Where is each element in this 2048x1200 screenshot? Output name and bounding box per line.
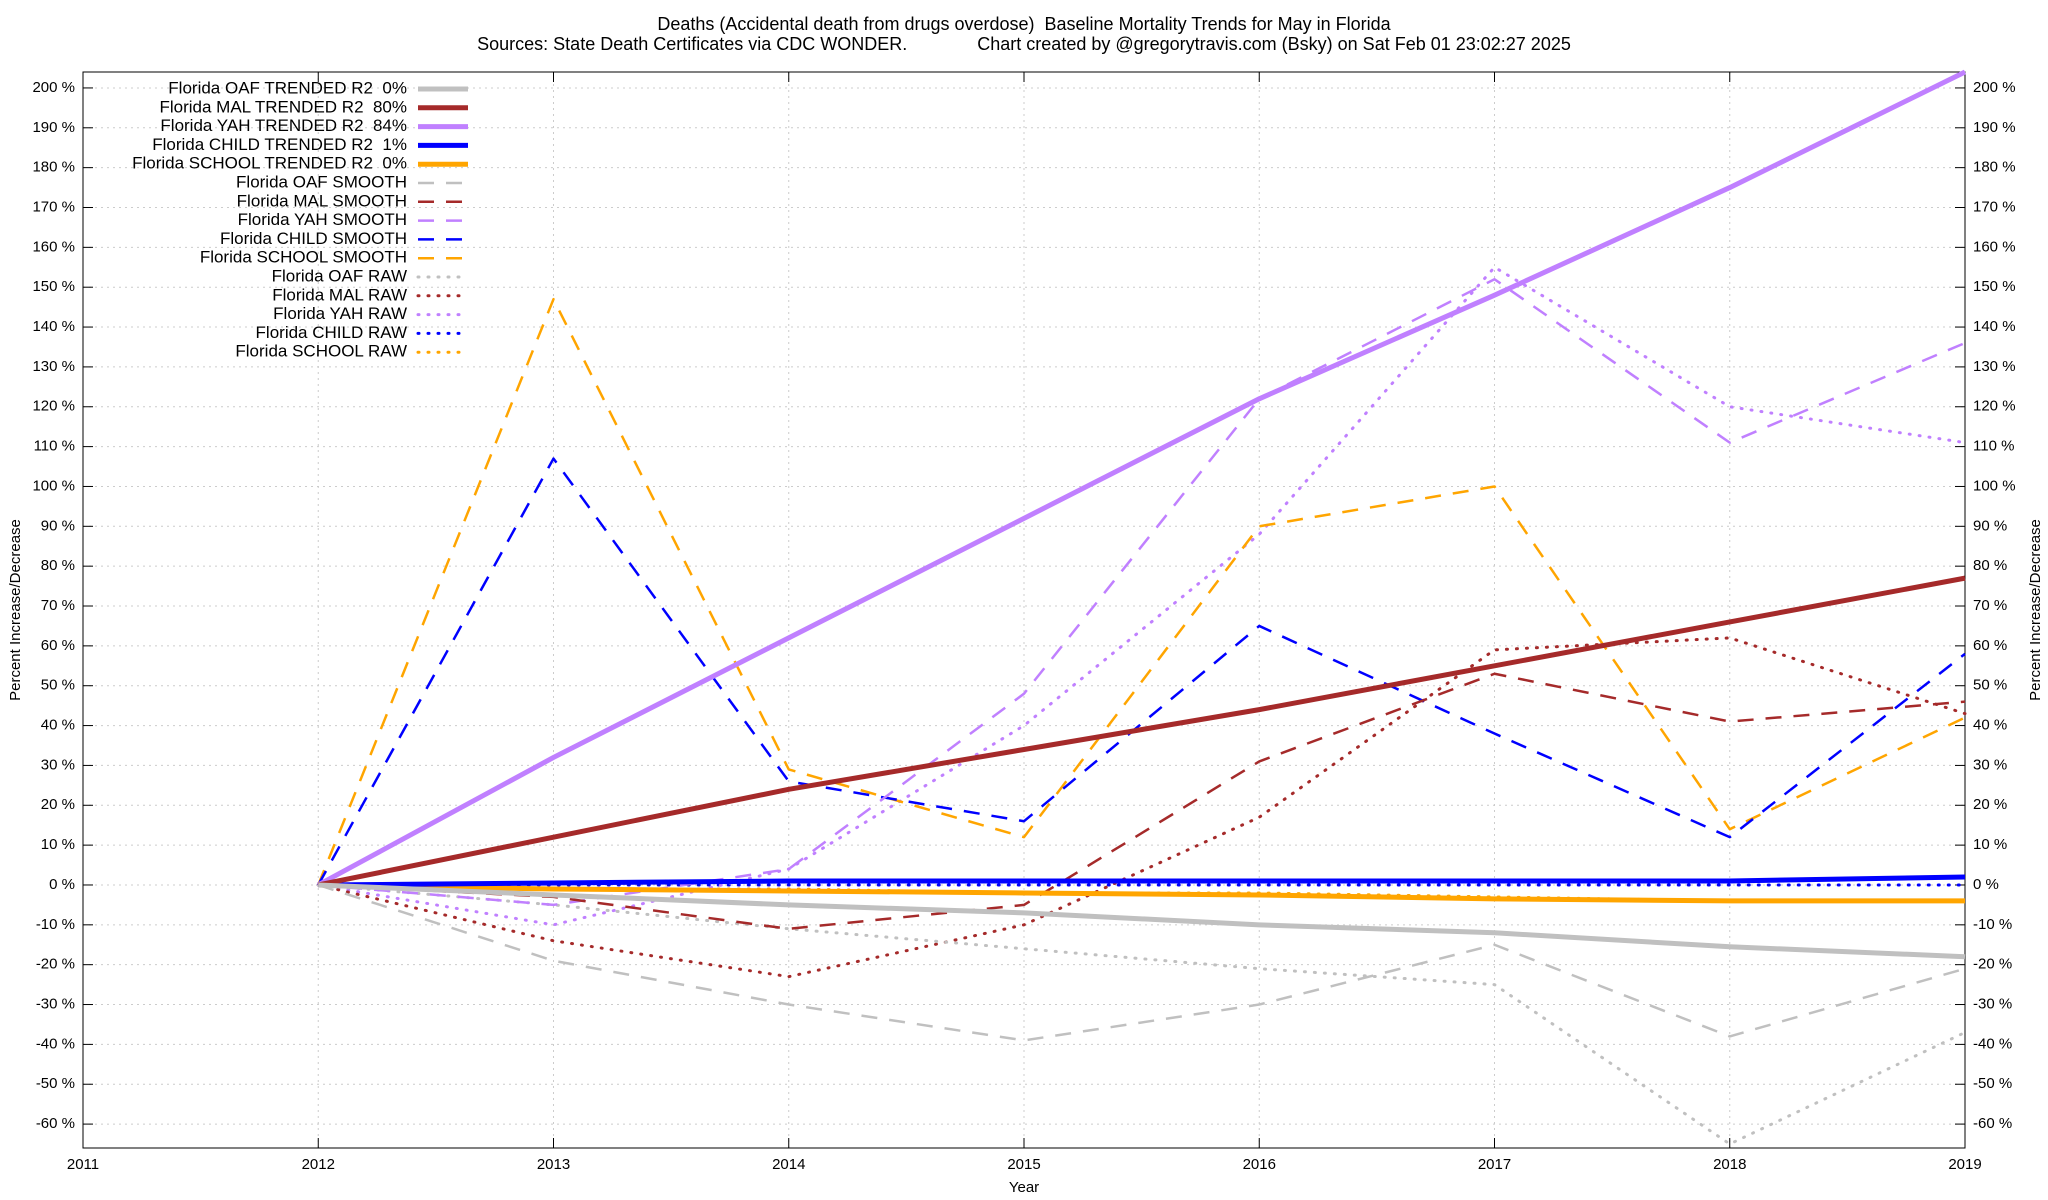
- y-tick-label: 110 %: [34, 438, 75, 455]
- y2-tick-label: 20 %: [1973, 796, 2007, 813]
- legend-label: Florida YAH SMOOTH: [238, 210, 407, 229]
- y-tick-label: -40 %: [36, 1035, 75, 1052]
- y2-tick-label: 120 %: [1973, 398, 2016, 415]
- y2-tick-label: 0 %: [1973, 876, 1999, 893]
- series-line: [318, 672, 1966, 931]
- series-line: [318, 882, 1966, 960]
- x-tick-label: 2017: [1478, 1156, 1511, 1173]
- x-tick-label: 2014: [772, 1156, 805, 1173]
- series-line: [318, 277, 1966, 907]
- y-tick-label: 120 %: [32, 398, 75, 415]
- series-line: [317, 575, 1966, 888]
- y2-tick-label: -10 %: [1973, 916, 2012, 933]
- y-tick-label: -10 %: [36, 916, 75, 933]
- y-tick-label: 60 %: [41, 637, 75, 654]
- y2-tick-label: 170 %: [1973, 198, 2016, 215]
- y-tick-label: 130 %: [32, 358, 75, 375]
- y-tick-label: 190 %: [32, 119, 75, 136]
- y2-tick-label: -50 %: [1973, 1075, 2012, 1092]
- y-tick-label: 90 %: [41, 517, 75, 534]
- x-tick-label: 2016: [1243, 1156, 1276, 1173]
- legend-label: Florida OAF SMOOTH: [236, 172, 407, 191]
- y2-tick-label: 60 %: [1973, 637, 2007, 654]
- series-line: [316, 636, 1967, 979]
- y2-tick-label: 200 %: [1973, 79, 2016, 96]
- y2-tick-label: 10 %: [1973, 836, 2007, 853]
- legend-label: Florida OAF RAW: [272, 266, 407, 285]
- series-line: [318, 882, 1965, 904]
- legend-label: Florida MAL TRENDED R2 80%: [159, 97, 407, 116]
- y2-tick-label: 40 %: [1973, 717, 2007, 734]
- legend-label: Florida MAL RAW: [272, 285, 407, 304]
- y2-tick-label: 180 %: [1973, 159, 2016, 176]
- x-tick-label: 2019: [1948, 1156, 1981, 1173]
- y2-tick-label: 100 %: [1973, 477, 2016, 494]
- y-tick-label: 20 %: [41, 796, 75, 813]
- y2-tick-label: 110 %: [1973, 438, 2014, 455]
- x-tick-label: 2013: [537, 1156, 570, 1173]
- y-tick-label: 200 %: [32, 79, 75, 96]
- y-tick-label: 100 %: [32, 477, 75, 494]
- y-tick-label: 80 %: [41, 557, 75, 574]
- y2-tick-label: -20 %: [1973, 956, 2012, 973]
- y-tick-label: -60 %: [36, 1115, 75, 1132]
- y2-tick-label: 90 %: [1973, 517, 2007, 534]
- y2-tick-label: 130 %: [1973, 358, 2016, 375]
- y-tick-label: 170 %: [32, 198, 75, 215]
- series-line: [317, 69, 1967, 888]
- series-line: [317, 297, 1966, 886]
- y-tick-label: 10 %: [41, 836, 75, 853]
- y2-tick-label: 140 %: [1973, 318, 2016, 335]
- x-tick-label: 2018: [1713, 1156, 1746, 1173]
- y-tick-label: 40 %: [41, 717, 75, 734]
- legend-label: Florida CHILD SMOOTH: [220, 229, 407, 248]
- x-tick-label: 2011: [67, 1156, 99, 1173]
- legend-label: Florida SCHOOL TRENDED R2 0%: [132, 154, 407, 173]
- y-tick-label: 180 %: [32, 159, 75, 176]
- y2-tick-label: 50 %: [1973, 677, 2007, 694]
- x-tick-label: 2012: [302, 1156, 335, 1173]
- y-tick-label: 50 %: [41, 677, 75, 694]
- y2-tick-label: 160 %: [1973, 238, 2016, 255]
- y2-tick-label: -40 %: [1973, 1035, 2012, 1052]
- y-tick-label: 160 %: [32, 238, 75, 255]
- plot-frame: [82, 71, 1966, 1149]
- y2-tick-label: 30 %: [1973, 756, 2007, 773]
- legend-label: Florida OAF TRENDED R2 0%: [168, 78, 407, 97]
- legend-label: Florida YAH TRENDED R2 84%: [160, 116, 407, 135]
- y-tick-label: 30 %: [41, 756, 75, 773]
- y2-tick-label: 70 %: [1973, 597, 2007, 614]
- chart-subtitle: Sources: State Death Certificates via CD…: [477, 34, 1571, 54]
- y-tick-label: 0 %: [49, 876, 75, 893]
- x-tick-label: 2015: [1007, 1156, 1040, 1173]
- series-line: [317, 883, 1966, 1042]
- y2-tick-label: 150 %: [1973, 278, 2016, 295]
- y-tick-label: -20 %: [36, 956, 75, 973]
- y-tick-label: 150 %: [32, 278, 75, 295]
- legend-label: Florida YAH RAW: [273, 304, 407, 323]
- x-axis-label: Year: [1009, 1179, 1039, 1196]
- y2-axis-label: Percent Increase/Decrease: [2027, 519, 2044, 701]
- chart-title: Deaths (Accidental death from drugs over…: [657, 14, 1391, 34]
- y-axis-label: Percent Increase/Decrease: [7, 519, 24, 701]
- y2-tick-label: 190 %: [1973, 119, 2016, 136]
- y2-tick-label: -60 %: [1973, 1115, 2012, 1132]
- y2-tick-label: 80 %: [1973, 557, 2007, 574]
- legend-label: Florida SCHOOL SMOOTH: [200, 248, 407, 267]
- series-line: [318, 874, 1966, 888]
- series-line: [316, 265, 1967, 927]
- legend-label: Florida CHILD RAW: [256, 323, 407, 342]
- y-tick-label: -30 %: [36, 996, 75, 1013]
- legend-label: Florida SCHOOL RAW: [235, 342, 407, 361]
- legend-label: Florida MAL SMOOTH: [237, 191, 407, 210]
- legend-label: Florida CHILD TRENDED R2 1%: [152, 135, 407, 154]
- y-tick-label: 70 %: [41, 597, 75, 614]
- y2-tick-label: -30 %: [1973, 996, 2012, 1013]
- y-tick-label: -50 %: [36, 1075, 75, 1092]
- y-tick-label: 140 %: [32, 318, 75, 335]
